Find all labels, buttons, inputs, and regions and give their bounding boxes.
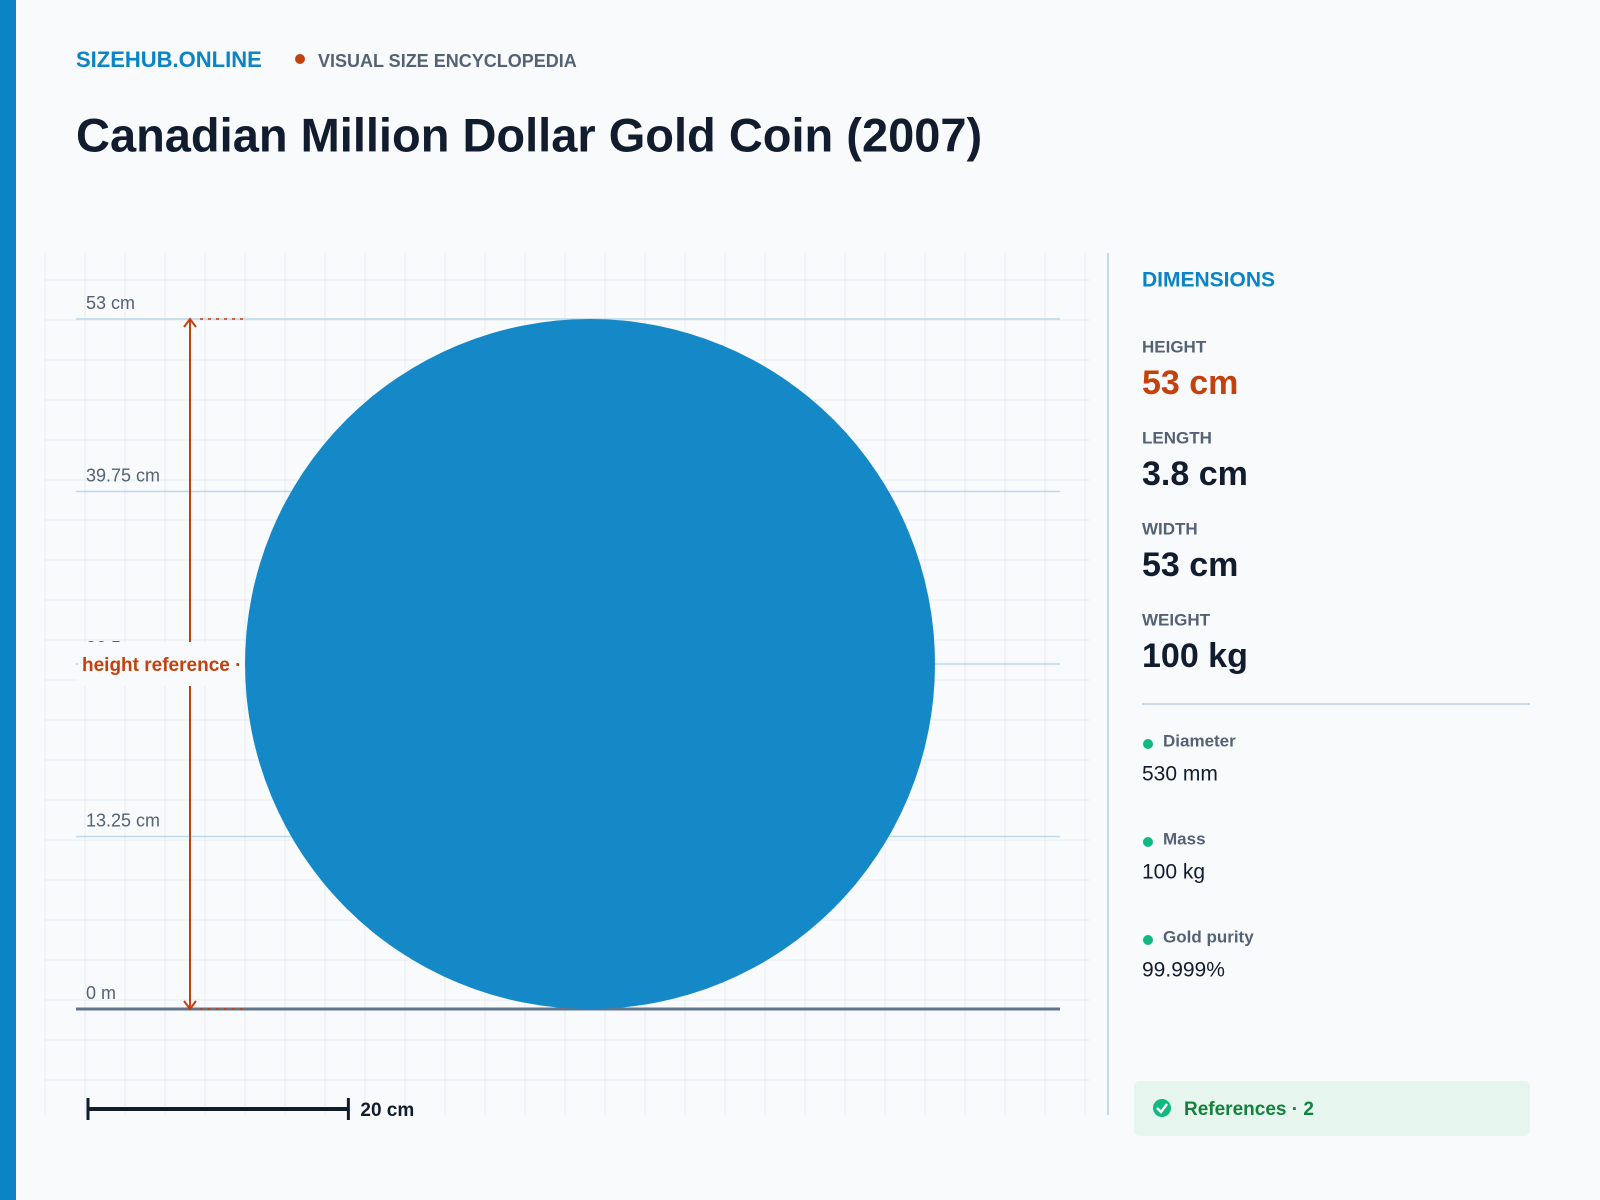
annotation-bg (78, 642, 278, 686)
dimension-name: WIDTH (1142, 519, 1198, 538)
scale-bar-label: 20 cm (360, 1100, 414, 1121)
dimension-name: HEIGHT (1142, 337, 1207, 356)
dimension-name: WEIGHT (1142, 610, 1211, 629)
dimension-value: 53 cm (1142, 546, 1238, 584)
dimension-value: 100 kg (1142, 637, 1248, 675)
brand: SIZEHUB.ONLINE (76, 47, 262, 72)
spec-name: Diameter (1163, 731, 1236, 750)
ruler-label: 53 cm (86, 293, 135, 313)
accent-stripe (0, 0, 16, 1200)
spec-value: 530 mm (1142, 763, 1218, 786)
spec-dot (1143, 837, 1153, 847)
check-icon (1153, 1099, 1171, 1117)
dimension-value: 3.8 cm (1142, 455, 1248, 493)
ruler-label: 39.75 cm (86, 465, 160, 485)
dimension-name: LENGTH (1142, 428, 1212, 447)
spec-value: 100 kg (1142, 861, 1205, 884)
panel-heading: DIMENSIONS (1142, 269, 1275, 292)
page-title: Canadian Million Dollar Gold Coin (2007) (76, 108, 982, 161)
dimension-value: 53 cm (1142, 364, 1238, 402)
tagline: VISUAL SIZE ENCYCLOPEDIA (318, 51, 577, 71)
coin (245, 319, 935, 1009)
spec-name: Mass (1163, 829, 1206, 848)
arrow-head (183, 317, 197, 328)
arrow-head (183, 1000, 197, 1011)
panel: DIMENSIONS References · 2 HEIGHT 53 cm LEN… (1134, 269, 1530, 1136)
spec-dot (1143, 935, 1153, 945)
brand-dot (295, 54, 305, 64)
spec-value: 99.999% (1142, 959, 1225, 982)
ruler-label: 0 m (86, 983, 116, 1003)
references[interactable]: References · 2 (1184, 1099, 1314, 1120)
references-box[interactable] (1134, 1081, 1530, 1136)
check-mark (1156, 1103, 1168, 1114)
ruler-label: 13.25 cm (86, 810, 160, 830)
spec-dot (1143, 739, 1153, 749)
spec-name: Gold purity (1163, 927, 1254, 946)
